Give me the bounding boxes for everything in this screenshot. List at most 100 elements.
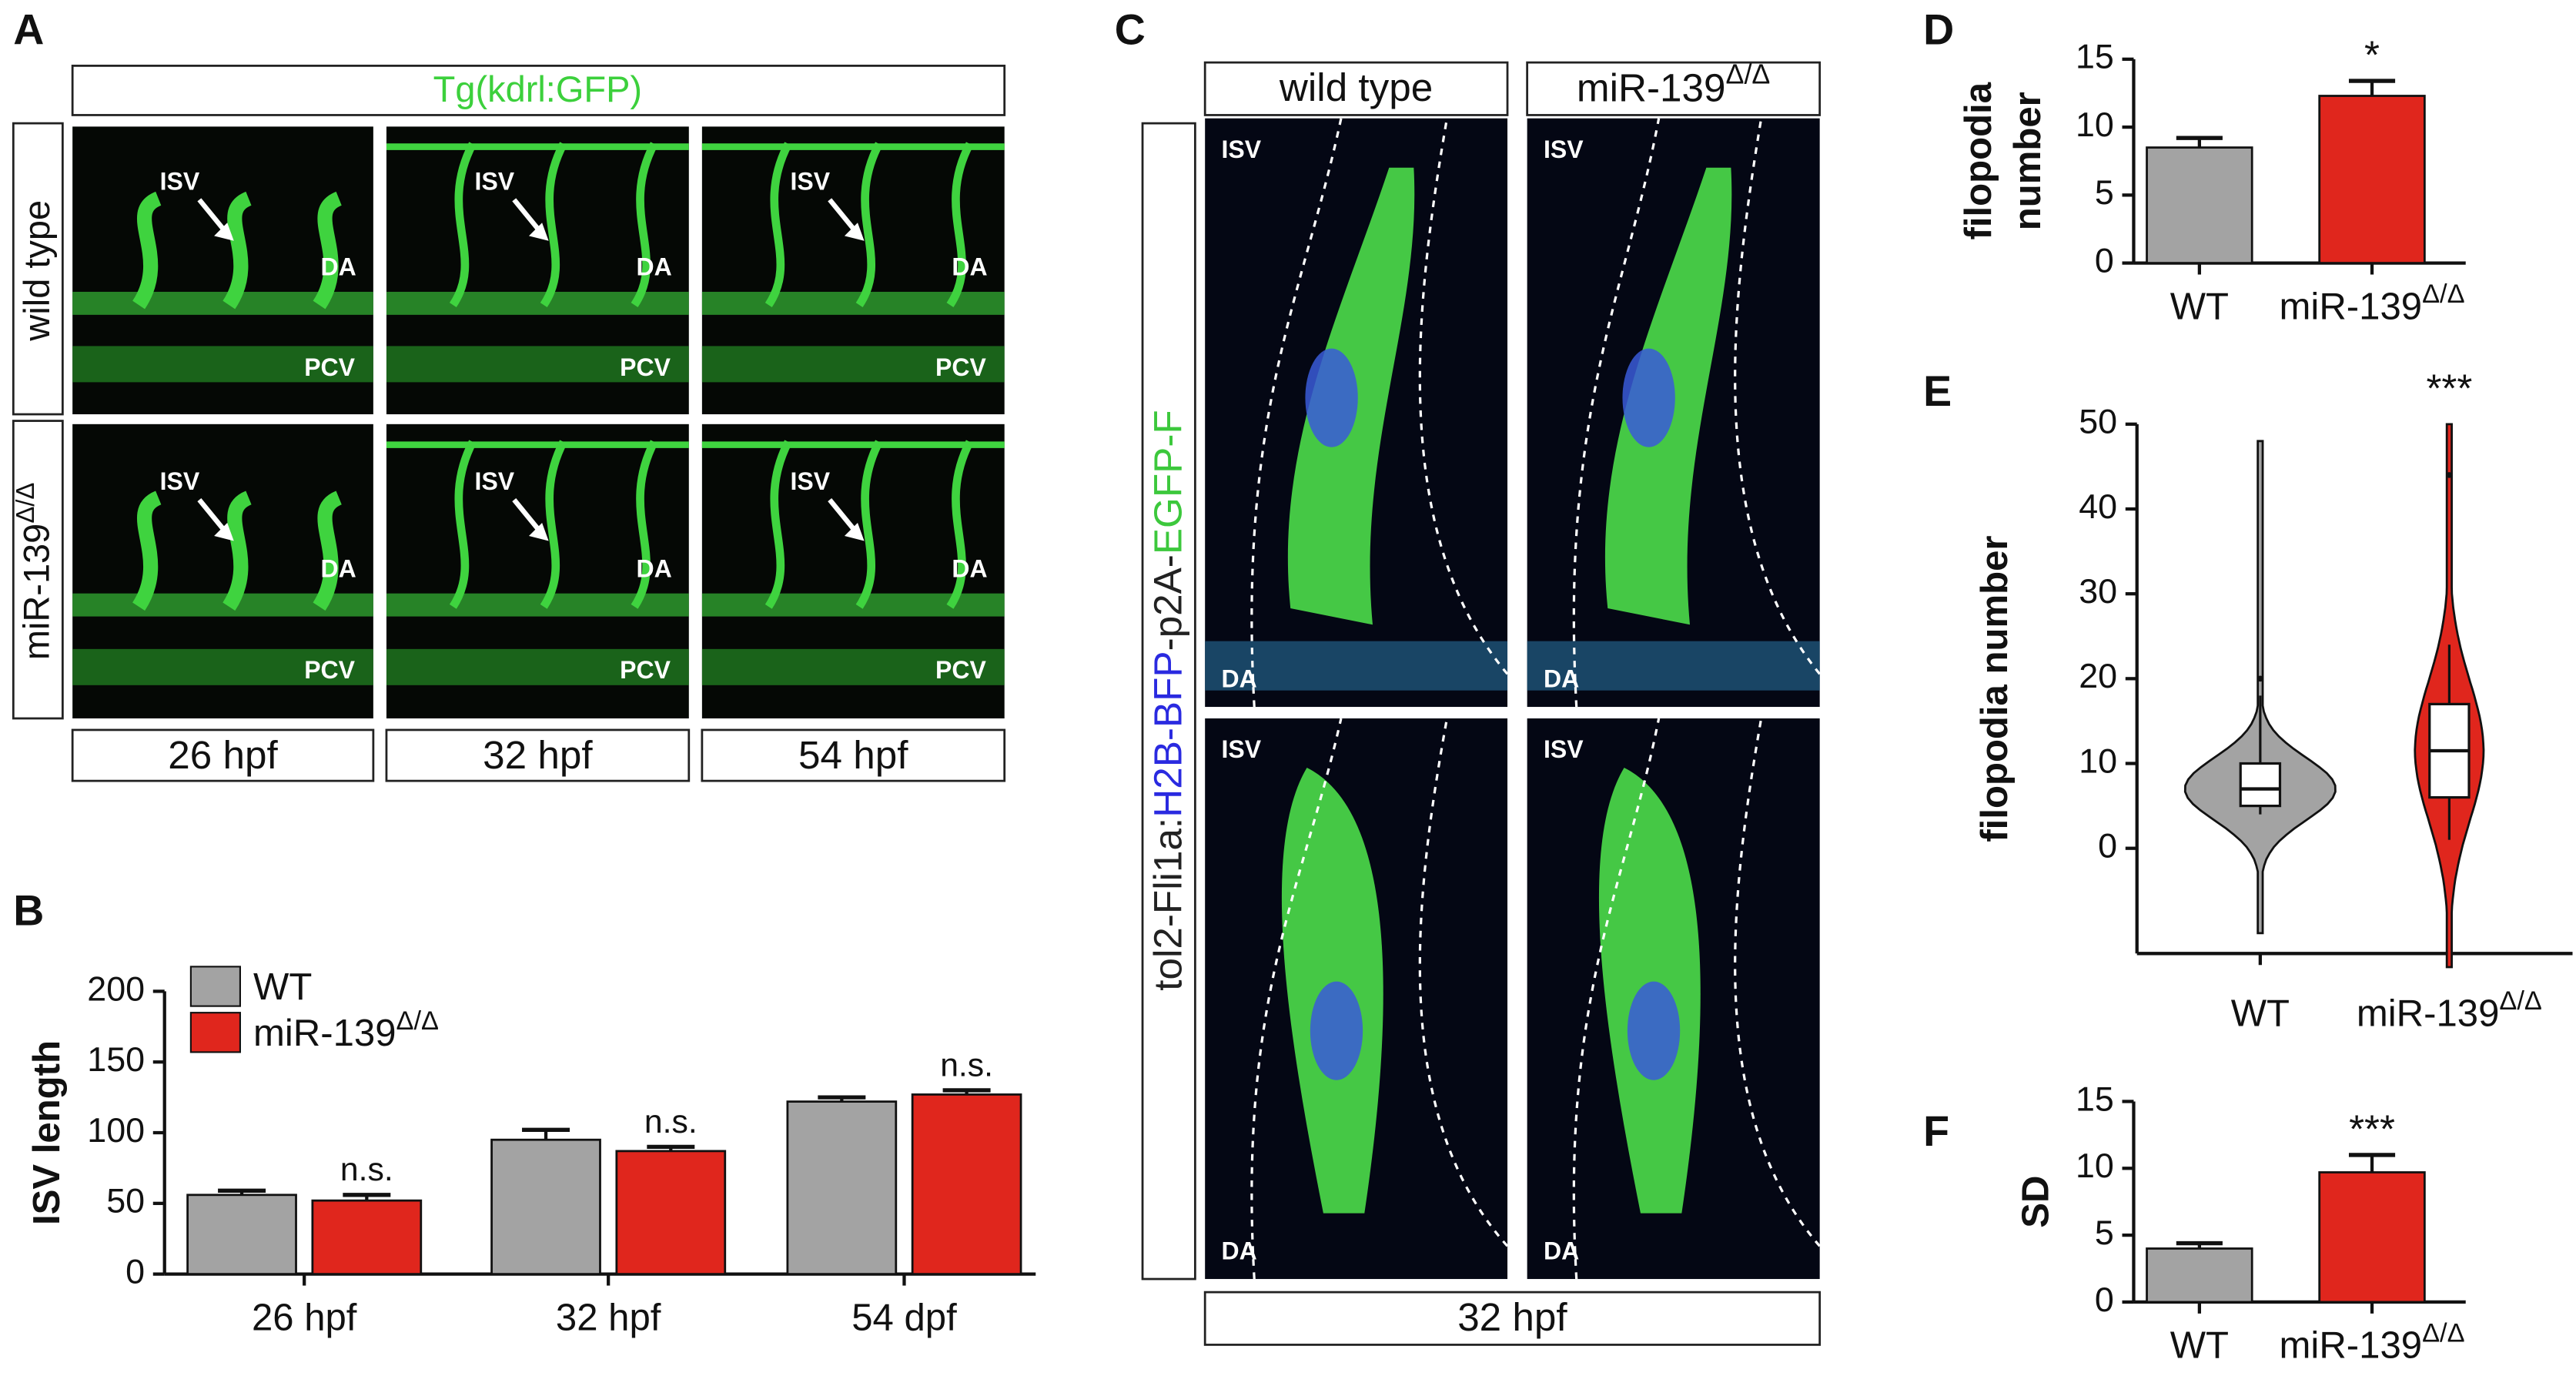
- y-tick-label: 100: [87, 1110, 145, 1150]
- x-tick-label: 26 hpf: [252, 1297, 357, 1338]
- image-label: ISV: [790, 467, 830, 495]
- image-label: DA: [321, 554, 356, 582]
- image-label: ISV: [1222, 735, 1262, 763]
- vessel-isv: [222, 490, 253, 611]
- vessel-isv: [764, 440, 792, 609]
- vessel-pcv: [386, 346, 689, 383]
- nucleus: [1622, 348, 1675, 447]
- image-label: DA: [1222, 1237, 1257, 1264]
- vessel-pcv: [72, 648, 373, 685]
- vessel-isv: [449, 440, 477, 609]
- row-label: wild type: [16, 200, 57, 342]
- column-label: 54 hpf: [798, 733, 908, 777]
- panel-a-title: Tg(kdrl:GFP): [433, 69, 642, 109]
- vessel-da: [1527, 641, 1820, 691]
- bar: [2146, 1247, 2253, 1304]
- y-tick-label: 0: [2095, 1280, 2114, 1319]
- y-tick-label: 5: [2095, 1213, 2114, 1252]
- panel-c-footer: 32 hpf: [1457, 1295, 1567, 1339]
- image-label: DA: [1544, 1237, 1579, 1264]
- image-label: PCV: [935, 353, 986, 381]
- boundary: [1250, 718, 1343, 1280]
- legend-swatch: [189, 966, 242, 1007]
- vessel-isv: [540, 142, 567, 308]
- panel-letter: E: [1923, 367, 1952, 415]
- y-tick-label: 10: [2076, 1146, 2114, 1185]
- vessel-isv: [132, 490, 162, 611]
- image-label: DA: [636, 554, 671, 582]
- column-label-box: [71, 728, 375, 782]
- vessel-pcv: [701, 346, 1005, 383]
- violin: [2183, 440, 2337, 935]
- footer-box: [1203, 1291, 1822, 1346]
- nucleus: [1310, 981, 1363, 1080]
- image-label: ISV: [1544, 136, 1584, 163]
- column-label: miR-139Δ/Δ: [1577, 59, 1770, 109]
- image-label: PCV: [935, 656, 986, 684]
- vessel-isv: [855, 142, 883, 308]
- row-label-box: [12, 122, 64, 416]
- y-tick-label: 0: [2098, 826, 2117, 865]
- x-tick-label: WT: [2170, 286, 2229, 327]
- box: [2239, 762, 2282, 808]
- y-axis-label: ISV length: [26, 1040, 68, 1225]
- arrow-head: [529, 223, 549, 241]
- y-tick-label: 10: [2079, 741, 2117, 780]
- column-label: 32 hpf: [483, 733, 593, 777]
- bar: [186, 1194, 297, 1276]
- annotation: ***: [2426, 367, 2472, 410]
- nucleus: [1305, 348, 1358, 447]
- y-tick-label: 10: [2076, 105, 2114, 144]
- panel-letter: D: [1923, 5, 1954, 53]
- y-tick-label: 30: [2079, 571, 2117, 611]
- y-tick-label: 15: [2076, 37, 2114, 76]
- vessel-isv: [313, 490, 343, 611]
- nucleus: [1627, 981, 1681, 1080]
- side-label-part: -p2A-: [1146, 554, 1189, 651]
- outlier: [2257, 675, 2263, 682]
- arrow-head: [214, 522, 234, 541]
- title-box: [71, 65, 1006, 116]
- vessel-isv: [946, 142, 974, 308]
- annotation: n.s.: [940, 1046, 993, 1083]
- boundary: [1418, 118, 1509, 675]
- arrow-head: [529, 522, 549, 541]
- image-label: ISV: [475, 467, 515, 495]
- boundary: [1572, 718, 1661, 1280]
- column-label-box: [1203, 61, 1509, 116]
- bar: [615, 1150, 727, 1276]
- image-label: ISV: [160, 467, 200, 495]
- x-tick-label: miR-139Δ/Δ: [2280, 1319, 2465, 1367]
- x-tick-label: WT: [2170, 1325, 2229, 1367]
- image-label: PCV: [620, 656, 671, 684]
- bar: [786, 1100, 898, 1276]
- annotation: n.s.: [340, 1151, 393, 1188]
- bar: [490, 1138, 601, 1276]
- y-tick-label: 0: [2095, 240, 2114, 280]
- image-label: DA: [1544, 665, 1579, 692]
- column-label-box: [701, 728, 1006, 782]
- image-label: ISV: [1544, 735, 1584, 763]
- panel-letter: B: [13, 887, 44, 935]
- vessel-isv: [631, 440, 658, 609]
- y-tick-label: 15: [2076, 1079, 2114, 1118]
- y-tick-label: 5: [2095, 172, 2114, 212]
- x-tick-label: miR-139Δ/Δ: [2357, 986, 2542, 1034]
- y-tick-label: 40: [2079, 487, 2117, 526]
- side-label-part: H2B-BFP: [1146, 651, 1189, 817]
- image-label: DA: [636, 253, 671, 281]
- arrow-head: [214, 223, 234, 241]
- image-label: ISV: [790, 168, 830, 196]
- vessel-isv: [222, 191, 253, 310]
- image-label: DA: [1222, 665, 1257, 692]
- side-label-part: tol2-Fli1a:: [1146, 818, 1189, 991]
- bar: [311, 1199, 423, 1276]
- y-axis-label: filopodia: [1958, 82, 1999, 239]
- arrow-head: [844, 223, 865, 241]
- vessel-isv: [132, 191, 162, 310]
- vessel-isv: [449, 142, 477, 308]
- vessel-isv: [631, 142, 658, 308]
- panel-letter: C: [1115, 5, 1146, 53]
